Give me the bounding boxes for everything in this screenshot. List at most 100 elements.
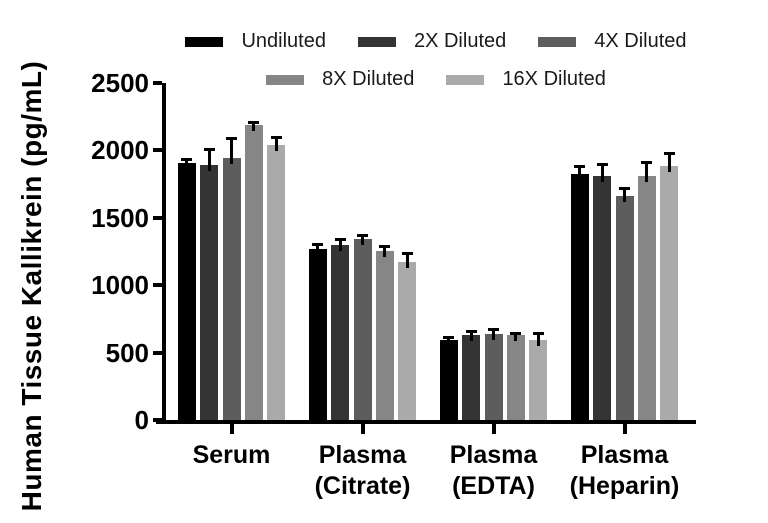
error-bar-cap	[357, 233, 368, 237]
error-bar-line	[492, 329, 495, 340]
bar	[222, 158, 241, 420]
error-bar-cap	[574, 165, 586, 169]
legend-item: 8X Diluted	[266, 68, 414, 91]
legend-row: Undiluted 2X Diluted 4X Diluted	[166, 30, 706, 53]
legend-label: 8X Diluted	[322, 68, 415, 90]
bar	[244, 125, 263, 420]
error-bar-line	[600, 164, 604, 182]
y-axis-tick-label: 1500	[91, 202, 149, 233]
x-axis-tick	[622, 424, 627, 434]
bar	[331, 244, 350, 420]
y-axis-tick-label: 2000	[91, 135, 149, 166]
bar	[462, 335, 481, 420]
bar	[506, 335, 525, 420]
error-bar-cap	[663, 151, 675, 155]
bar	[484, 333, 503, 420]
legend-item: 4X Diluted	[538, 30, 687, 53]
x-category-label: Plasma (EDTA)	[449, 441, 538, 500]
bar	[615, 195, 634, 420]
error-bar-line	[207, 149, 211, 171]
error-bar-cap	[510, 331, 522, 335]
error-bar-cap	[488, 328, 499, 332]
error-bar-cap	[443, 336, 455, 340]
bar	[570, 173, 589, 420]
error-bar-line	[645, 162, 649, 182]
y-axis-tick	[153, 418, 162, 422]
y-axis-tick	[153, 215, 162, 220]
legend-label: 16X Diluted	[502, 68, 606, 90]
error-bar-cap	[203, 148, 215, 152]
y-axis-tick	[153, 148, 162, 153]
legend-row: 8X Diluted 16X Diluted	[166, 68, 706, 91]
legend-label: Undiluted	[241, 30, 326, 52]
error-bar-line	[623, 188, 626, 202]
x-category-label: Serum	[192, 441, 271, 469]
x-axis-tick	[491, 424, 496, 434]
error-bar-cap	[181, 157, 193, 161]
error-bar-line	[667, 153, 671, 172]
legend-item: Undiluted	[185, 30, 326, 53]
bar	[398, 262, 417, 420]
legend-label: 2X Diluted	[413, 30, 507, 52]
error-bar-cap	[379, 245, 391, 249]
error-bar-line	[338, 239, 342, 251]
chart-legend: Undiluted 2X Diluted 4X Diluted 8X Diluted 1…	[166, 30, 706, 106]
error-bar-line	[578, 166, 582, 180]
y-axis-title: Human Tissue Kallikrein (pg/mL)	[16, 60, 47, 512]
y-axis-line	[162, 83, 166, 424]
error-bar-line	[383, 246, 387, 257]
legend-swatch	[446, 74, 485, 85]
error-bar-cap	[312, 243, 324, 247]
error-bar-line	[447, 337, 451, 347]
error-bar-line	[405, 253, 409, 269]
error-bar-line	[185, 159, 189, 170]
bar	[353, 239, 372, 420]
error-bar-cap	[641, 161, 653, 165]
error-bar-cap	[226, 136, 237, 140]
legend-item: 16X Diluted	[446, 68, 606, 91]
error-bar-cap	[334, 237, 346, 241]
error-bar-line	[536, 333, 540, 347]
y-axis-tick	[153, 81, 162, 85]
error-bar-cap	[401, 252, 413, 256]
x-axis-line	[156, 420, 696, 424]
legend-swatch	[266, 74, 305, 85]
legend-swatch	[357, 36, 396, 47]
error-bar-cap	[619, 186, 630, 190]
error-bar-line	[514, 333, 518, 342]
error-bar-cap	[270, 136, 282, 140]
bar	[529, 340, 548, 420]
y-axis-tick	[153, 283, 162, 288]
error-bar-cap	[596, 163, 608, 167]
legend-label: 4X Diluted	[594, 30, 687, 52]
error-bar-line	[274, 137, 278, 151]
error-bar-line	[316, 244, 320, 255]
error-bar-cap	[248, 120, 260, 124]
x-axis-tick	[360, 424, 365, 434]
bar	[267, 145, 286, 420]
y-axis-tick-label: 2500	[91, 68, 149, 98]
plot-area: 0 500 1000 1500 2000 2500 Serum Plasma (Citrate)…	[91, 68, 696, 500]
bar	[637, 176, 656, 420]
bar	[308, 248, 327, 420]
bar	[439, 340, 458, 420]
legend-item: 2X Diluted	[357, 30, 507, 53]
legend-swatch	[538, 36, 577, 47]
y-axis-tick	[153, 350, 162, 355]
bar	[593, 176, 612, 420]
error-bar-line	[469, 331, 473, 342]
bar	[177, 163, 196, 420]
error-bar-line	[252, 122, 256, 132]
x-axis-tick	[229, 424, 234, 434]
error-bar-cap	[532, 332, 544, 336]
legend-swatch	[185, 36, 224, 47]
y-axis-tick-label: 1000	[91, 270, 149, 301]
error-bar-line	[230, 138, 233, 165]
y-axis-tick-label: 500	[105, 337, 149, 368]
bar	[200, 164, 219, 420]
bar	[375, 250, 394, 420]
x-category-label: Plasma (Citrate)	[314, 441, 411, 500]
error-bar-cap	[465, 330, 477, 334]
error-bar-line	[361, 235, 364, 246]
